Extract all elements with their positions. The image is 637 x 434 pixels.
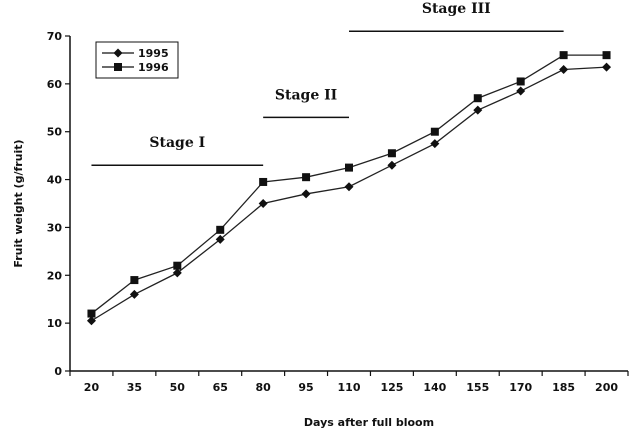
data-point	[430, 139, 440, 149]
data-point	[216, 225, 225, 234]
legend-marker	[114, 63, 122, 71]
legend-item: 1995	[102, 47, 169, 60]
x-tick-label: 80	[255, 381, 271, 394]
data-point	[259, 177, 268, 186]
data-point	[473, 94, 482, 103]
data-point	[86, 316, 96, 326]
x-tick-label: 35	[127, 381, 142, 394]
y-ticks: 0 10 20 30 40 50 60 70	[47, 30, 70, 378]
stage-label: Stage I	[149, 135, 205, 151]
data-point	[430, 127, 439, 136]
y-tick-label: 70	[47, 30, 63, 43]
legend-box	[95, 41, 179, 79]
axes	[69, 36, 628, 372]
y-tick-label: 10	[47, 317, 63, 330]
x-tick-label: 155	[466, 381, 489, 394]
data-point	[559, 65, 569, 74]
series-line	[91, 66, 607, 322]
data-point	[602, 51, 611, 60]
x-tick-label: 20	[84, 381, 100, 394]
x-tick-label: 50	[170, 381, 186, 394]
data-point	[516, 77, 525, 86]
data-point	[345, 163, 353, 172]
data-point	[559, 51, 568, 60]
data-point	[302, 173, 311, 182]
data-point	[602, 62, 612, 72]
stage-annotations: Stage I Stage II Stage III	[91, 1, 564, 166]
legend-label: 1995	[138, 47, 169, 60]
data-point	[516, 86, 526, 96]
data-point	[129, 289, 139, 299]
x-ticks: 20 35 50 65 80 95 110 125 140 155 170 185 200	[69, 371, 629, 394]
stage-label: Stage III	[422, 1, 491, 17]
y-tick-label: 60	[47, 78, 63, 91]
data-point	[172, 268, 182, 278]
y-tick-label: 50	[47, 126, 63, 139]
data-point	[130, 276, 139, 285]
stage-label: Stage II	[275, 87, 337, 103]
x-tick-label: 200	[595, 381, 618, 394]
series-1995	[86, 62, 612, 326]
x-tick-label: 125	[380, 381, 403, 394]
x-tick-label: 65	[213, 381, 228, 394]
y-axis-title: Fruit weight (g/fruit)	[12, 139, 25, 267]
legend-marker	[113, 48, 123, 58]
y-tick-label: 30	[47, 221, 63, 234]
x-tick-label: 185	[552, 381, 575, 394]
data-point	[258, 199, 268, 208]
x-tick-label: 110	[338, 381, 361, 394]
data-point	[344, 182, 354, 192]
y-tick-label: 20	[47, 269, 63, 282]
data-point	[387, 160, 397, 170]
y-tick-label: 0	[54, 365, 62, 378]
y-tick-label: 40	[47, 174, 63, 187]
data-point	[173, 261, 182, 270]
x-axis-title: Days after full bloom	[304, 416, 434, 429]
data-point	[301, 189, 311, 199]
x-tick-label: 140	[423, 381, 446, 394]
x-tick-label: 170	[509, 381, 532, 394]
data-point	[473, 105, 483, 115]
legend-label: 1996	[138, 61, 169, 74]
data-point	[387, 149, 396, 158]
data-point	[87, 309, 96, 318]
data-point	[215, 234, 225, 244]
series-1996	[87, 51, 611, 318]
legend-item: 1996	[102, 61, 169, 74]
x-tick-label: 95	[298, 381, 313, 394]
series-layer	[86, 51, 612, 326]
